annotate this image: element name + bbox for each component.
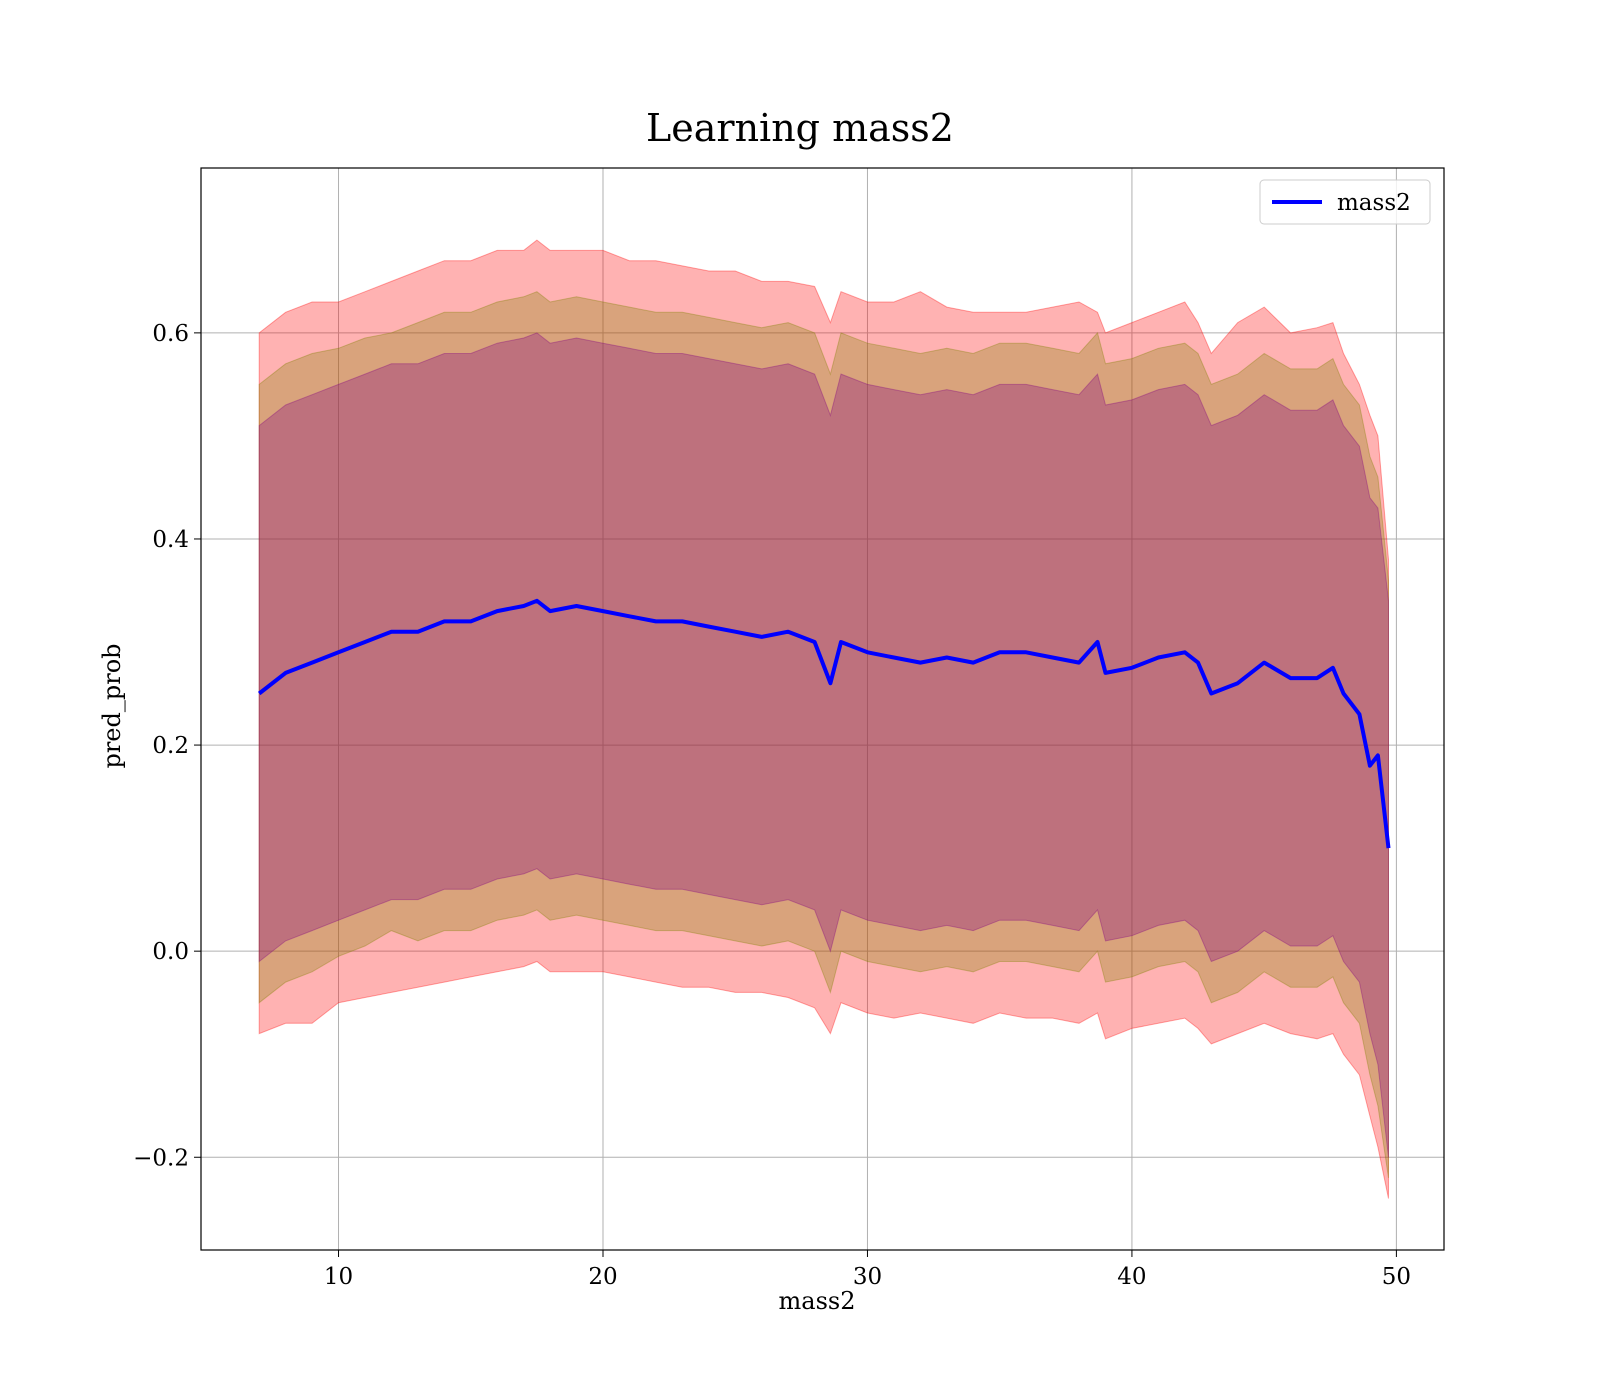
confidence-band-2 xyxy=(258,332,1389,1158)
bands-layer xyxy=(258,239,1389,1199)
legend: mass2 xyxy=(1259,179,1431,225)
y-tick-label: 0.2 xyxy=(152,733,189,759)
plot-frame xyxy=(200,167,1445,1251)
y-axis-ticks: −0.2 0.0 0.2 0.4 0.6 xyxy=(133,321,201,1171)
y-tick-label: 0.4 xyxy=(152,527,189,553)
y-tick-label: −0.2 xyxy=(133,1145,189,1171)
x-axis-ticks: 10 20 30 40 50 xyxy=(324,1250,1411,1290)
confidence-band-0 xyxy=(258,239,1389,1199)
legend-label: mass2 xyxy=(1337,190,1411,216)
legend-box xyxy=(1259,179,1431,225)
x-tick-label: 10 xyxy=(324,1264,353,1290)
x-tick-label: 30 xyxy=(853,1264,882,1290)
lines-layer xyxy=(257,598,1391,849)
confidence-band-1 xyxy=(258,291,1389,1178)
x-axis-label: mass2 xyxy=(779,1287,856,1315)
y-tick-label: 0.6 xyxy=(152,321,189,347)
y-tick-label: 0.0 xyxy=(152,939,189,965)
x-tick-label: 20 xyxy=(588,1264,617,1290)
y-axis-label: pred_prob xyxy=(98,643,126,768)
plot-area xyxy=(200,167,1445,1251)
x-tick-label: 50 xyxy=(1382,1264,1411,1290)
chart-title: Learning mass2 xyxy=(646,106,954,150)
x-tick-label: 40 xyxy=(1117,1264,1146,1290)
grid xyxy=(201,168,1444,1250)
series-line-0 xyxy=(257,598,1391,849)
